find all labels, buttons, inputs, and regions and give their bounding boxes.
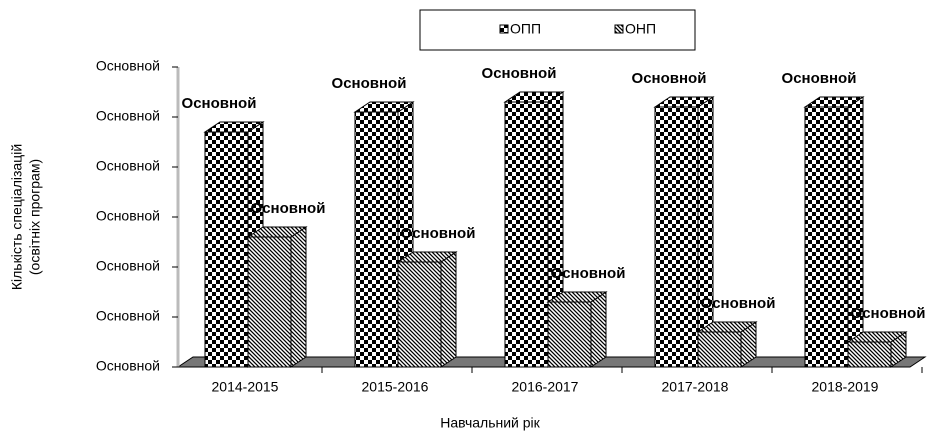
bar xyxy=(654,106,699,368)
legend-box xyxy=(419,9,696,51)
data-label: Основной xyxy=(701,295,776,312)
y-tick-label: Основной xyxy=(96,158,160,174)
bar-side xyxy=(847,96,864,368)
bar xyxy=(804,106,849,368)
data-label: Основной xyxy=(782,70,857,87)
y-tick-label: Основной xyxy=(96,358,160,374)
y-tick-label: Основной xyxy=(96,208,160,224)
x-tick-label: 2015-2016 xyxy=(362,379,429,395)
bar xyxy=(354,111,399,368)
data-label: Основной xyxy=(251,200,326,217)
x-tick-label: 2016-2017 xyxy=(512,379,579,395)
y-tick-label: Основной xyxy=(96,308,160,324)
x-axis-label: Навчальний рік xyxy=(440,415,540,431)
y-tick-label: Основной xyxy=(96,108,160,124)
y-tick-label: Основной xyxy=(96,58,160,74)
legend-swatch xyxy=(499,24,509,34)
x-tick-label: 2017-2018 xyxy=(662,379,729,395)
legend-swatch xyxy=(614,24,624,34)
bar xyxy=(547,301,592,368)
bar-side xyxy=(290,226,307,368)
legend-label: ОПП xyxy=(510,21,541,37)
data-label: Основной xyxy=(632,70,707,87)
legend-label: ОНП xyxy=(625,21,656,37)
bar xyxy=(204,131,249,368)
y-tick-label: Основной xyxy=(96,258,160,274)
data-label: Основной xyxy=(482,65,557,82)
data-label: Основной xyxy=(182,95,257,112)
bar-side xyxy=(440,251,457,368)
y-axis-label: (освітніх програм) xyxy=(27,159,43,275)
bar xyxy=(697,331,742,368)
bar xyxy=(247,236,292,368)
x-tick-label: 2018-2019 xyxy=(812,379,879,395)
data-label: Основной xyxy=(332,75,407,92)
x-tick-label: 2014-2015 xyxy=(212,379,279,395)
y-axis-label: Кількість спеціалізацій xyxy=(9,144,25,290)
bar xyxy=(504,101,549,368)
bar xyxy=(397,261,442,368)
data-label: Основной xyxy=(851,305,926,322)
data-label: Основной xyxy=(551,265,626,282)
bar-side xyxy=(590,291,607,368)
bar xyxy=(847,341,892,368)
data-label: Основной xyxy=(401,225,476,242)
